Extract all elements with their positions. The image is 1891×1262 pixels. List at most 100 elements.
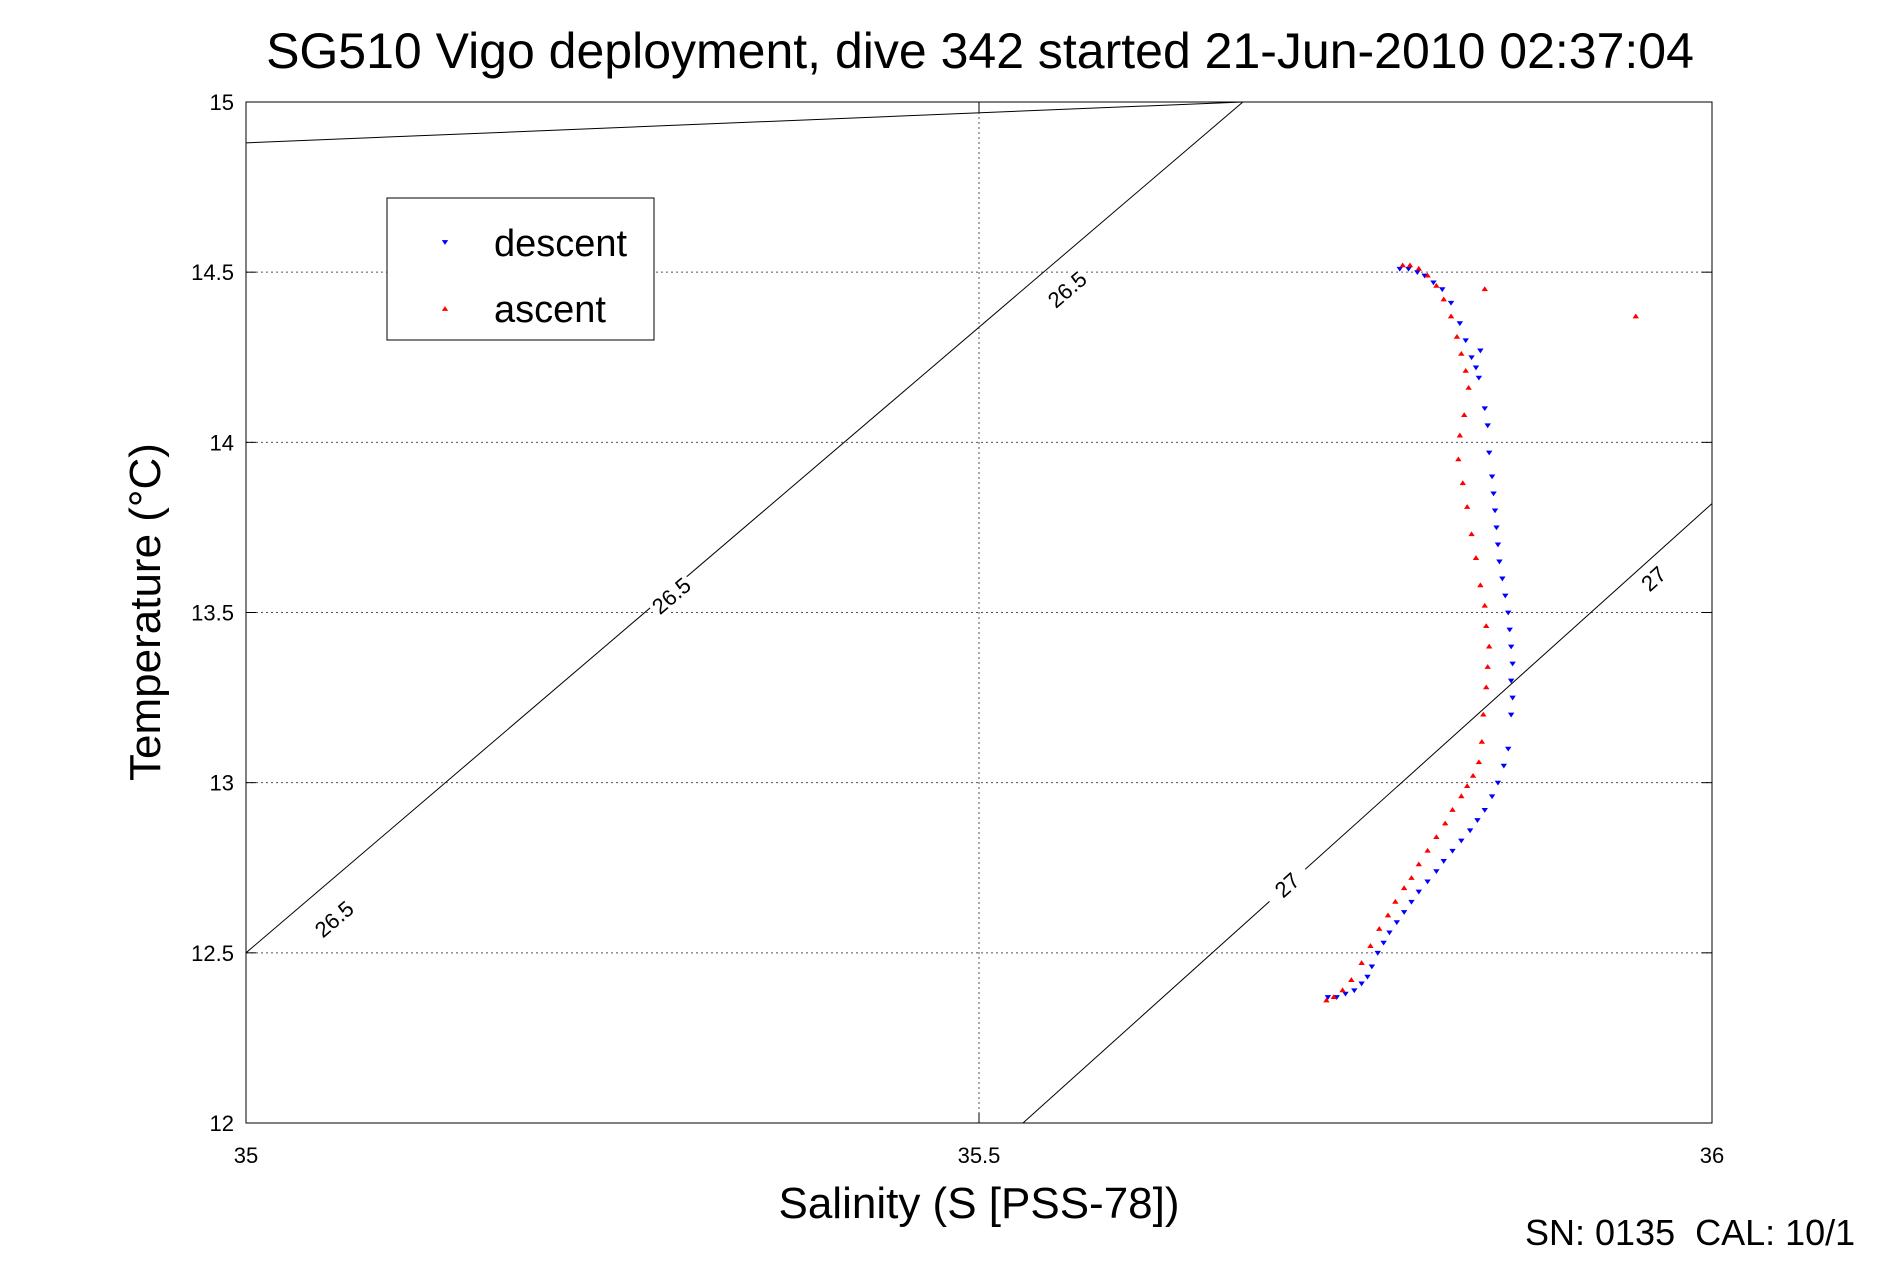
- isopycnal-line: [1022, 503, 1712, 1123]
- descent-point: [1475, 375, 1483, 381]
- legend: descent ascent: [386, 197, 655, 341]
- descent-point: [1386, 930, 1393, 936]
- descent-point: [1474, 818, 1481, 823]
- ascent-point: [1483, 623, 1490, 629]
- descent-point: [1477, 348, 1484, 354]
- y-tick-label: 13: [210, 771, 234, 796]
- isopycnal-label-bg: [645, 570, 698, 621]
- ascent-point: [1384, 912, 1392, 918]
- descent-point: [1324, 995, 1332, 1000]
- ascent-point: [1367, 943, 1374, 948]
- y-axis-label: Temperature (°C): [121, 443, 170, 781]
- descent-point: [1485, 450, 1493, 456]
- y-tick-label: 12.5: [191, 941, 234, 966]
- footer-serial-info: SN: 0135 CAL: 10/1: [1525, 1212, 1856, 1253]
- y-axis-ticks: 12 12.5 13 13.5 14 14.5 15: [191, 90, 1712, 1136]
- ascent-point: [1424, 272, 1431, 278]
- descent-point: [1507, 644, 1515, 650]
- ascent-point: [1441, 820, 1449, 826]
- descent-point: [1433, 869, 1440, 875]
- ascent-point: [1480, 711, 1487, 717]
- isopycnal-label-bg: [1627, 553, 1680, 604]
- x-tick-label: 36: [1700, 1143, 1724, 1168]
- y-tick-label: 14.5: [191, 260, 234, 285]
- descent-point: [1468, 355, 1475, 361]
- descent-point: [1364, 974, 1371, 980]
- ascent-point: [1458, 350, 1465, 356]
- ascent-point: [1453, 333, 1461, 339]
- ascent-point: [1483, 684, 1490, 690]
- descent-point: [1472, 365, 1480, 371]
- ascent-point: [1449, 807, 1456, 812]
- descent-point: [1368, 964, 1376, 970]
- descent-point: [1507, 712, 1515, 718]
- legend-ascent-label: ascent: [494, 289, 606, 331]
- descent-point: [1494, 780, 1502, 786]
- descent-point: [1493, 525, 1500, 531]
- descent-point: [1424, 879, 1431, 885]
- ascent-point: [1477, 582, 1484, 588]
- x-tick-label: 35.5: [958, 1143, 1001, 1168]
- descent-point: [1509, 661, 1516, 667]
- descent-point: [1507, 678, 1515, 684]
- descent-point: [1462, 338, 1469, 344]
- ascent-point: [1415, 265, 1422, 271]
- isopycnal-line: [246, 102, 1244, 954]
- ascent-point: [1408, 875, 1415, 880]
- descent-point: [1505, 610, 1512, 616]
- ascent-point: [1461, 412, 1468, 418]
- descent-point: [1505, 746, 1512, 752]
- ascent-point: [1456, 432, 1464, 438]
- ascent-point: [1481, 602, 1488, 608]
- ascent-point: [1440, 296, 1447, 302]
- ascent-point: [1484, 664, 1491, 669]
- descent-point: [1458, 838, 1465, 844]
- ascent-point: [1478, 738, 1486, 744]
- ascent-point: [1458, 793, 1465, 799]
- ascent-point: [1462, 367, 1469, 373]
- isopycnal-line: [246, 102, 1243, 144]
- descent-point: [1502, 593, 1509, 599]
- descent-point: [1496, 559, 1503, 565]
- descent-point: [1500, 763, 1508, 769]
- ascent-point: [1463, 783, 1471, 788]
- descent-point: [1430, 280, 1437, 286]
- ascent-point: [1399, 262, 1406, 268]
- descent-point: [1490, 491, 1497, 497]
- ascent-point: [1455, 456, 1462, 462]
- ascent-point: [1468, 531, 1475, 537]
- ascent-point: [1339, 987, 1346, 993]
- descent-point: [1509, 695, 1516, 701]
- y-tick-label: 14: [210, 430, 234, 455]
- descent-point: [1380, 940, 1387, 946]
- ascent-point: [1485, 643, 1493, 649]
- descent-point: [1494, 542, 1502, 548]
- ascent-point: [1463, 504, 1471, 509]
- ascent-point: [1323, 997, 1330, 1003]
- ascent-point: [1406, 262, 1414, 268]
- ascent-point: [1392, 898, 1399, 904]
- ascent-point: [1433, 834, 1440, 840]
- ascent-point: [1472, 555, 1480, 560]
- isopycnal-lines: [246, 102, 1712, 1123]
- chart-title: SG510 Vigo deployment, dive 342 started …: [266, 23, 1694, 79]
- ascent-point: [1465, 385, 1472, 390]
- descent-point: [1481, 807, 1488, 813]
- ascent-point: [1400, 885, 1408, 891]
- ascent-point: [1469, 772, 1477, 778]
- ascent-point: [1475, 759, 1483, 765]
- y-tick-label: 12: [210, 1111, 234, 1136]
- ascent-point: [1376, 926, 1383, 931]
- x-axis-label: Salinity (S [PSS-78]): [778, 1179, 1179, 1228]
- isopycnal-label-bg: [1260, 859, 1313, 910]
- descent-point: [1488, 794, 1496, 800]
- legend-descent-label: descent: [494, 223, 628, 265]
- isopycnal-label-bg: [307, 894, 361, 944]
- descent-point: [1506, 627, 1513, 633]
- legend-box: [386, 197, 655, 341]
- descent-point: [1491, 508, 1499, 514]
- descent-point: [1481, 406, 1488, 412]
- descent-point: [1351, 988, 1358, 994]
- descent-point: [1484, 423, 1491, 429]
